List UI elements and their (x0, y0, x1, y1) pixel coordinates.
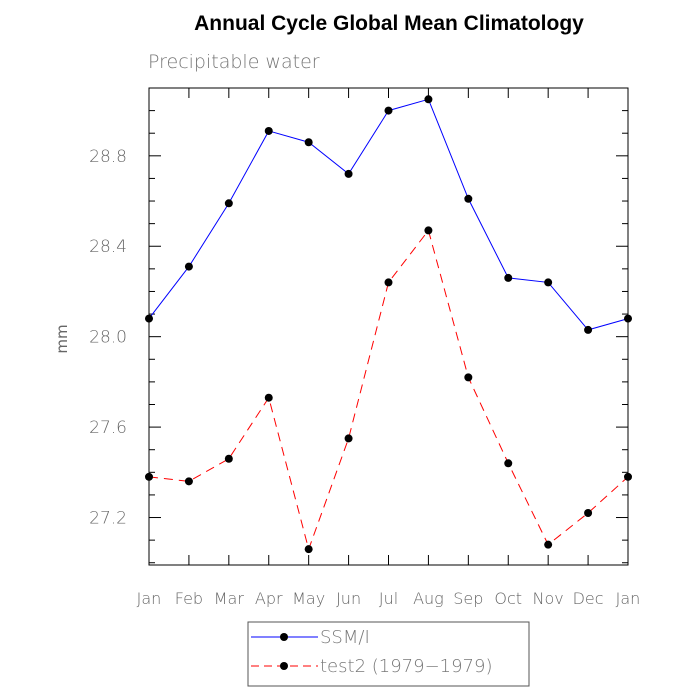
x-tick-label: Sep (453, 589, 483, 608)
chart-title: Annual Cycle Global Mean Climatology (194, 12, 584, 35)
plot-frame (148, 87, 629, 566)
series-1-point (344, 434, 353, 443)
legend-box (247, 621, 530, 687)
series-0-point (145, 314, 153, 323)
series-0-point (624, 314, 632, 323)
series-1-point (464, 373, 473, 382)
x-tick-label: Apr (255, 589, 283, 608)
y-axis-label: mm (53, 324, 71, 353)
y-tick-label: 28.4 (89, 237, 127, 257)
series-1-point (145, 472, 153, 481)
series-0-point (264, 126, 273, 135)
series-layer (145, 95, 632, 554)
series-line-1 (148, 229, 629, 551)
y-tick-labels: 27.2 27.6 28.0 28.4 28.8 (89, 147, 127, 529)
legend-marker-ssmi (280, 633, 288, 641)
x-tick-label: Aug (413, 589, 444, 608)
series-1-point (504, 459, 513, 468)
x-tick-label: Mar (214, 589, 245, 608)
series-line-0 (148, 98, 629, 331)
series-1-point (624, 472, 632, 481)
series-1-point (224, 454, 233, 463)
x-tick-label: May (292, 589, 325, 608)
x-tick-label: Jan (137, 589, 162, 608)
series-0-point (504, 273, 513, 282)
legend-marker-test2 (280, 662, 288, 670)
series-0-point (184, 262, 193, 271)
chart-subtitle: Precipitable water (148, 51, 320, 73)
x-tick-label: Jan (616, 589, 641, 608)
y-tick-label: 27.6 (89, 418, 127, 438)
y-tick-label: 28.0 (89, 328, 127, 348)
series-0-point (224, 199, 233, 208)
x-tick-label: Dec (573, 589, 604, 608)
series-1-point (424, 226, 433, 235)
y-tick-label: 28.8 (89, 147, 127, 167)
series-1-point (304, 545, 313, 554)
series-1-point (184, 477, 193, 486)
x-tick-label: Oct (494, 589, 522, 608)
series-1-point (544, 540, 553, 549)
x-tick-label: Nov (533, 589, 564, 608)
series-0-point (384, 106, 393, 115)
series-0-point (304, 138, 313, 147)
legend-label-test2: test2 (1979−1979) (320, 656, 493, 677)
series-0-point (424, 95, 433, 104)
series-0-point (544, 278, 553, 287)
y-tick-label: 27.2 (89, 509, 127, 529)
series-1-point (584, 509, 593, 518)
axis-ticks (148, 87, 629, 565)
x-tick-labels: Jan Feb Mar Apr May Jun Jul Aug Sep Oct Nov Dec Jan (137, 589, 641, 608)
x-tick-label: Feb (175, 589, 203, 608)
series-0-point (344, 169, 353, 178)
legend: SSM/I test2 (1979−1979) (247, 621, 530, 687)
x-tick-label: Jun (336, 589, 361, 608)
series-1-point (264, 393, 273, 402)
series-0-point (464, 194, 473, 203)
series-1-point (384, 278, 393, 287)
series-0-point (584, 325, 593, 334)
legend-label-ssmi: SSM/I (320, 627, 370, 648)
x-tick-label: Jul (379, 589, 398, 608)
